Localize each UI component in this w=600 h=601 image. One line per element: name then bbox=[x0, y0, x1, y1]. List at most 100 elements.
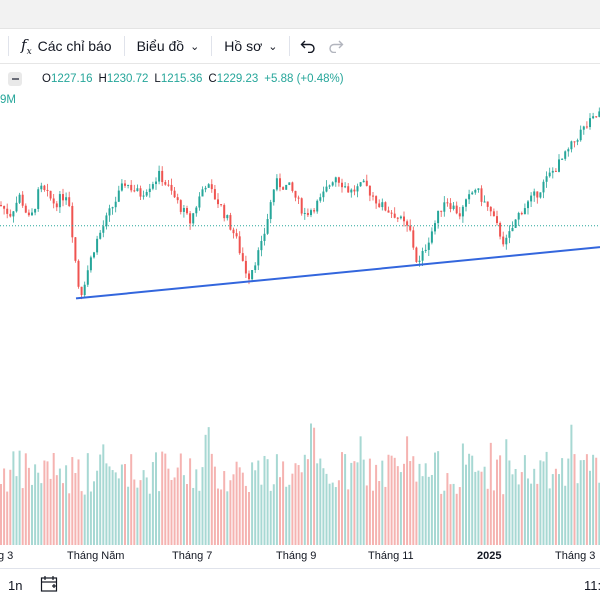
candle-body bbox=[319, 197, 322, 201]
volume-bar bbox=[427, 476, 430, 545]
volume-bar bbox=[248, 491, 250, 545]
candle-body bbox=[80, 286, 83, 296]
volume-bar bbox=[201, 467, 204, 545]
volume-bar bbox=[83, 494, 86, 545]
candle-body bbox=[573, 141, 576, 143]
chart-type-label: Biểu đồ bbox=[136, 38, 185, 54]
volume-bar bbox=[6, 491, 9, 545]
volume-bar bbox=[545, 451, 548, 545]
candle-body bbox=[325, 186, 328, 192]
volume-bar bbox=[210, 453, 213, 545]
volume-bar bbox=[158, 491, 161, 545]
candle-body bbox=[272, 189, 275, 203]
volume-bar bbox=[235, 461, 238, 545]
volume-bar bbox=[582, 460, 585, 545]
candle-body bbox=[182, 208, 185, 212]
candle-body bbox=[102, 226, 105, 233]
candle-body bbox=[344, 186, 347, 188]
candle-body bbox=[486, 201, 489, 207]
indicators-button[interactable]: fx Các chỉ báo bbox=[13, 32, 120, 60]
volume-bar bbox=[579, 460, 582, 545]
candle-body bbox=[458, 213, 461, 217]
volume-bar bbox=[279, 477, 281, 545]
candle-body bbox=[539, 192, 542, 198]
volume-bar bbox=[316, 463, 319, 545]
candle-body bbox=[403, 216, 405, 222]
volume-bar bbox=[120, 464, 123, 545]
volume-bar bbox=[24, 453, 27, 545]
volume-bar bbox=[508, 460, 511, 545]
candle-body bbox=[58, 194, 61, 208]
candle-body bbox=[279, 178, 281, 188]
volume-bar bbox=[471, 455, 474, 545]
volume-bar bbox=[468, 453, 471, 545]
volume-bar bbox=[105, 463, 108, 545]
candle-body bbox=[492, 211, 495, 217]
candle-body bbox=[375, 196, 378, 204]
volume-bar bbox=[530, 483, 533, 545]
volume-value: 9M bbox=[0, 94, 16, 106]
candle-body bbox=[220, 204, 223, 206]
candle-body bbox=[204, 187, 207, 190]
volume-bar bbox=[294, 463, 297, 545]
candle-body bbox=[582, 126, 585, 130]
candle-body bbox=[217, 199, 219, 205]
candle-body bbox=[207, 184, 210, 188]
candle-body bbox=[198, 196, 201, 208]
timeframe-button[interactable]: 1n bbox=[8, 578, 23, 593]
candle-body bbox=[517, 213, 520, 220]
redo-icon[interactable] bbox=[322, 32, 350, 60]
volume-bar bbox=[269, 490, 272, 545]
candle-body bbox=[548, 172, 551, 177]
candle-body bbox=[399, 216, 402, 219]
collapse-legend-button[interactable] bbox=[8, 72, 22, 86]
candle-body bbox=[353, 189, 356, 192]
trendline[interactable] bbox=[75, 246, 600, 300]
candle-body bbox=[465, 199, 467, 207]
chart-type-button[interactable]: Biểu đồ ⌄ bbox=[129, 32, 208, 60]
volume-bar bbox=[573, 454, 576, 545]
volume-bar bbox=[502, 494, 505, 545]
candle-body bbox=[248, 273, 250, 280]
volume-bar bbox=[86, 453, 89, 545]
volume-bar bbox=[306, 459, 309, 545]
calendar-icon[interactable] bbox=[40, 575, 58, 596]
candle-body bbox=[155, 181, 157, 185]
candle-body bbox=[554, 170, 557, 172]
candle-body bbox=[427, 242, 430, 250]
candle-body bbox=[595, 116, 598, 118]
candle-body bbox=[210, 184, 213, 190]
volume-bar bbox=[390, 455, 393, 545]
candle-body bbox=[409, 225, 412, 231]
candle-body bbox=[27, 212, 30, 216]
volume-bar bbox=[282, 461, 285, 545]
candle-body bbox=[505, 237, 508, 245]
volume-bar bbox=[325, 473, 328, 545]
volume-bar bbox=[297, 465, 300, 545]
candle-body bbox=[52, 198, 55, 204]
profile-button[interactable]: Hồ sơ ⌄ bbox=[216, 32, 285, 60]
candle-body bbox=[542, 181, 545, 193]
volume-bar bbox=[254, 470, 257, 545]
volume-bar bbox=[266, 459, 269, 545]
volume-bar bbox=[387, 454, 390, 545]
candle-body bbox=[49, 190, 52, 199]
volume-bar bbox=[331, 482, 334, 545]
volume-bar bbox=[523, 455, 526, 545]
volume-bar bbox=[517, 484, 520, 545]
undo-icon[interactable] bbox=[294, 32, 322, 60]
volume-bar bbox=[372, 490, 374, 545]
candle-body bbox=[170, 184, 173, 191]
candle-body bbox=[437, 210, 440, 224]
volume-bar bbox=[592, 454, 595, 545]
volume-bar bbox=[161, 451, 164, 545]
volume-bar bbox=[499, 455, 502, 545]
volume-bar bbox=[362, 459, 365, 545]
candle-body bbox=[24, 205, 27, 213]
volume-bar bbox=[483, 466, 486, 545]
volume-bar bbox=[226, 491, 229, 545]
candle-body bbox=[393, 213, 396, 218]
candle-body bbox=[139, 188, 142, 197]
volume-bar bbox=[52, 452, 55, 545]
